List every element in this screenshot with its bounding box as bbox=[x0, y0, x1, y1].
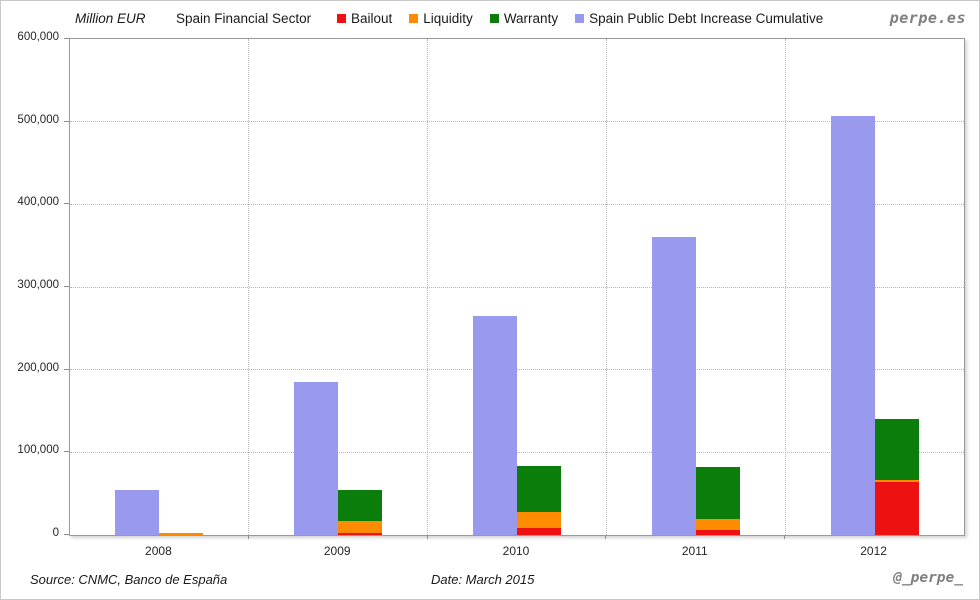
legend-item-warranty: Warranty bbox=[489, 11, 559, 26]
legend-label-bailout: Bailout bbox=[351, 11, 393, 26]
bar-segment-liquidity-2008 bbox=[159, 532, 204, 535]
legend-label-liquidity: Liquidity bbox=[423, 11, 473, 26]
legend-item-bailout: Bailout bbox=[337, 11, 392, 26]
gridline-h bbox=[70, 203, 964, 205]
bar-debt-2011 bbox=[651, 237, 696, 535]
y-tick-mark bbox=[64, 38, 69, 39]
y-tick-mark bbox=[64, 203, 69, 205]
twitter-handle: @_perpe_ bbox=[893, 570, 963, 586]
gridline-v bbox=[248, 39, 250, 535]
y-tick-mark bbox=[64, 120, 69, 122]
gridline-v bbox=[784, 39, 786, 535]
legend-swatch-warranty bbox=[489, 14, 499, 23]
gridline-v bbox=[605, 39, 607, 535]
x-tick-label: 2009 bbox=[323, 544, 351, 558]
y-tick-label: 500,000 bbox=[17, 113, 59, 126]
bar-debt-2010 bbox=[473, 315, 517, 535]
bar-segment-warranty-2012 bbox=[874, 419, 919, 481]
y-tick-label: 200,000 bbox=[17, 361, 59, 374]
footer-bar: Source: CNMC, Banco de España Date: Marc… bbox=[1, 565, 979, 599]
x-tick-label: 2012 bbox=[860, 544, 887, 558]
gridline-h bbox=[70, 121, 964, 123]
units-label: Million EUR bbox=[75, 11, 146, 26]
gridline-h bbox=[70, 369, 964, 371]
legend-label-warranty: Warranty bbox=[503, 11, 559, 26]
x-tick-mark bbox=[605, 535, 607, 539]
x-tick-mark bbox=[247, 535, 249, 539]
legend-label-debt: Spain Public Debt Increase Cumulative bbox=[589, 11, 824, 26]
source-text: Source: CNMC, Banco de España bbox=[30, 572, 228, 587]
y-tick-label: 300,000 bbox=[17, 279, 59, 291]
y-tick-mark bbox=[64, 286, 69, 287]
chart-title: Spain Financial Sector bbox=[176, 11, 312, 26]
bar-segment-warranty-2011 bbox=[695, 467, 740, 520]
x-tick-label: 2011 bbox=[681, 544, 708, 558]
y-tick-label: 600,000 bbox=[17, 31, 59, 43]
bar-segment-bailout-2010 bbox=[517, 527, 561, 535]
legend-swatch-debt bbox=[575, 14, 585, 23]
bar-debt-2008 bbox=[115, 489, 160, 535]
y-tick-label: 400,000 bbox=[17, 196, 59, 209]
bar-debt-2009 bbox=[294, 382, 339, 535]
gridline-h bbox=[70, 286, 964, 288]
header-bar: Million EUR Spain Financial Sector Bailo… bbox=[1, 1, 979, 37]
x-tick-label: 2010 bbox=[502, 544, 530, 558]
legend-item-liquidity: Liquidity bbox=[409, 11, 473, 26]
y-tick-mark bbox=[64, 534, 69, 535]
bar-segment-bailout-2011 bbox=[695, 530, 740, 535]
bar-segment-liquidity-2012 bbox=[874, 480, 919, 483]
bar-segment-warranty-2009 bbox=[338, 490, 383, 521]
x-tick-mark bbox=[784, 535, 786, 539]
legend: Bailout Liquidity Warranty Spain Public … bbox=[337, 11, 823, 26]
gridline-v bbox=[427, 39, 429, 535]
bar-segment-liquidity-2010 bbox=[517, 511, 561, 528]
plot-area bbox=[69, 38, 965, 536]
brand-logo: perpe.es bbox=[889, 9, 966, 27]
bar-segment-warranty-2010 bbox=[517, 465, 561, 512]
bar-debt-2012 bbox=[830, 115, 875, 535]
legend-swatch-liquidity bbox=[409, 14, 419, 23]
bar-segment-bailout-2009 bbox=[338, 533, 383, 535]
gridline-h bbox=[70, 451, 964, 453]
date-text: Date: March 2015 bbox=[431, 572, 535, 587]
bar-segment-liquidity-2011 bbox=[695, 519, 740, 531]
x-tick-mark bbox=[426, 535, 428, 539]
y-tick-label: 100,000 bbox=[17, 444, 59, 457]
y-tick-mark bbox=[64, 368, 69, 370]
legend-swatch-bailout bbox=[337, 14, 346, 23]
y-tick-label: 0 bbox=[52, 527, 59, 539]
bar-segment-liquidity-2009 bbox=[338, 520, 383, 534]
x-tick-label: 2008 bbox=[145, 544, 172, 558]
y-tick-mark bbox=[64, 451, 69, 453]
bar-segment-bailout-2012 bbox=[874, 482, 919, 535]
legend-item-debt: Spain Public Debt Increase Cumulative bbox=[575, 11, 823, 26]
